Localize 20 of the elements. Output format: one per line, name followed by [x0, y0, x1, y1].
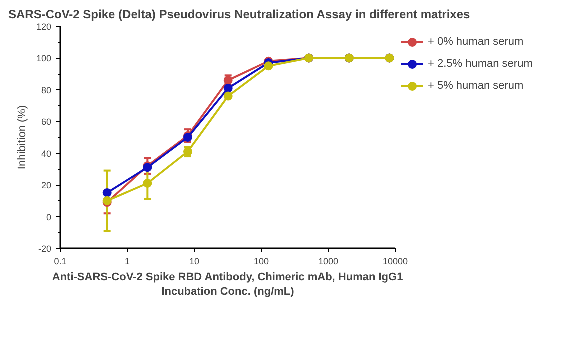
x-tick-label: 1 [124, 256, 130, 266]
y-tick-label: 60 [41, 117, 52, 128]
x-tick-label: 0.1 [54, 256, 67, 266]
y-tick-label: 80 [41, 85, 52, 96]
x-tick-label: 10000 [382, 256, 408, 266]
x-tick-label: 1000 [318, 256, 339, 266]
legend-label: + 0% human serum [428, 36, 525, 48]
y-tick-label: 20 [41, 180, 52, 191]
chart-title: SARS-CoV-2 Spike (Delta) Pseudovirus Neutralization Assay in different matrixes [8, 8, 471, 22]
x-axis-title: Anti-SARS-CoV-2 Spike RBD Antibody, Chimeric mAb, Human IgG1 Incubation Conc. (ng/mL) [52, 272, 404, 298]
y-tick-label: 100 [36, 54, 52, 64]
y-tick-label: 40 [41, 148, 52, 159]
legend-label: + 2.5% human serum [428, 58, 534, 70]
x-tick-label: 100 [254, 256, 270, 266]
y-tick-label: 120 [36, 22, 52, 32]
y-tick-label: -20 [38, 244, 52, 254]
y-tick-label: 0 [46, 212, 52, 222]
x-tick-label: 10 [189, 256, 200, 266]
y-axis-title: Inhibition (%) [16, 105, 28, 170]
legend-label: + 5% human serum [428, 80, 525, 92]
